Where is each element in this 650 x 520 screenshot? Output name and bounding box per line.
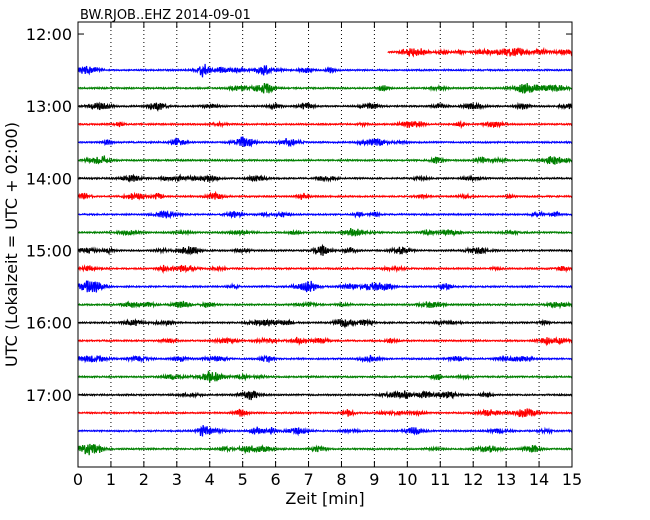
trace-1645 (77, 370, 573, 383)
x-tick-label: 15 (562, 470, 582, 489)
x-axis: 0 1 2 3 4 5 6 7 8 9 10 11 12 13 14 15 (73, 22, 582, 489)
seismogram-traces (77, 46, 573, 456)
y-axis: 12:00 13:00 14:00 15:00 16:00 17:00 (26, 25, 572, 405)
trace-1415 (77, 190, 573, 201)
trace-1400 (77, 173, 573, 183)
trace-1345 (77, 155, 573, 165)
chart-title: BW.RJOB..EHZ 2014-09-01 (80, 8, 251, 23)
x-tick-label: 0 (73, 470, 83, 489)
x-tick-label: 11 (430, 470, 450, 489)
y-tick-label: 17:00 (26, 386, 72, 405)
trace-1430 (77, 210, 573, 220)
trace-1315 (77, 119, 573, 130)
x-tick-label: 1 (106, 470, 116, 489)
x-axis-label: Zeit [min] (285, 489, 364, 508)
trace-1300 (77, 101, 573, 112)
x-tick-label: 7 (303, 470, 313, 489)
x-tick-label: 14 (529, 470, 549, 489)
trace-1230 (77, 63, 573, 78)
y-tick-label: 12:00 (26, 25, 72, 44)
x-tick-label: 5 (238, 470, 248, 489)
y-tick-label: 15:00 (26, 242, 72, 261)
trace-1630 (77, 354, 573, 364)
trace-1545 (77, 300, 573, 310)
y-axis-label: UTC (Lokalzeit = UTC + 02:00) (2, 122, 21, 367)
trace-1245 (77, 82, 573, 94)
trace-1530 (77, 280, 573, 293)
trace-1215 (387, 46, 573, 58)
x-tick-label: 2 (139, 470, 149, 489)
x-tick-label: 9 (369, 470, 379, 489)
x-tick-label: 4 (205, 470, 215, 489)
trace-1500 (77, 243, 573, 256)
x-tick-label: 8 (336, 470, 346, 489)
x-tick-label: 12 (463, 470, 483, 489)
y-tick-label: 14:00 (26, 169, 72, 188)
x-tick-label: 13 (496, 470, 516, 489)
x-tick-label: 10 (397, 470, 417, 489)
plot-frame (77, 21, 573, 468)
trace-1600 (77, 318, 573, 329)
trace-1330 (78, 136, 573, 148)
trace-1615 (77, 336, 573, 347)
y-tick-label: 13:00 (26, 97, 72, 116)
trace-1730 (77, 425, 573, 437)
x-tick-label: 3 (172, 470, 182, 489)
trace-1515 (77, 264, 573, 275)
trace-1745 (77, 443, 573, 456)
trace-1445 (77, 227, 573, 237)
x-tick-label: 6 (271, 470, 281, 489)
trace-1700 (77, 390, 573, 401)
trace-1715 (77, 408, 573, 418)
y-tick-label: 16:00 (26, 314, 72, 333)
